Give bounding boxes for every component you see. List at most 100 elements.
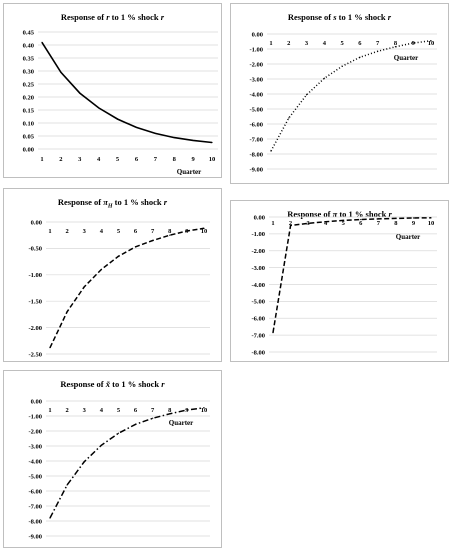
- data-point: [211, 141, 213, 144]
- data-point: [341, 65, 343, 67]
- chart-title: Response of x̃ to 1 % shock r: [60, 379, 165, 389]
- y-tick-label: -8.00: [28, 518, 42, 525]
- chart-svg: 0.00 -1.00 -2.00 -3.00 -4.00 -5.00 -6.00 -7.00 -…: [28, 398, 210, 540]
- y-tick-label: 0.05: [23, 133, 35, 140]
- x-tick-label: 2: [59, 156, 62, 163]
- data-point: [79, 92, 81, 94]
- chart-panel-pi: Response of π to 1 % shock r 0.00 -1.00 -2…: [230, 200, 449, 362]
- data-point: [323, 77, 325, 79]
- x-tick-label: 1: [48, 407, 51, 414]
- x-tick-label: 5: [116, 156, 120, 163]
- x-axis-label: Quarter: [177, 168, 202, 176]
- x-tick-label: 1: [271, 220, 274, 227]
- y-tick-label: -6.00: [251, 316, 265, 323]
- data-point: [49, 517, 51, 519]
- x-tick-label: 8: [394, 40, 398, 47]
- data-point: [173, 136, 175, 139]
- y-tick-label: 0.25: [23, 81, 35, 88]
- x-tick-label: 1: [40, 156, 43, 163]
- x-axis-label: Quarter: [396, 233, 421, 241]
- x-tick-label: 5: [117, 228, 121, 235]
- y-tick-label: -5.00: [249, 106, 263, 113]
- x-tick-label: 3: [83, 228, 87, 235]
- x-tick-label: 7: [377, 220, 381, 227]
- data-point: [288, 117, 290, 119]
- data-point: [116, 118, 119, 120]
- data-point: [377, 50, 379, 52]
- y-tick-label: -0.50: [28, 246, 42, 253]
- series-line: [270, 40, 432, 152]
- series-line: [41, 41, 213, 144]
- x-tick-label: 10: [201, 228, 208, 235]
- data-point: [203, 407, 205, 409]
- data-point: [430, 217, 432, 219]
- y-tick-label: 0.35: [23, 55, 35, 62]
- y-tick-label: 0.00: [23, 146, 34, 153]
- y-tick-label: 0.15: [23, 107, 35, 114]
- data-point: [100, 268, 102, 271]
- data-point: [360, 218, 362, 221]
- data-point: [186, 230, 188, 232]
- chart-svg: 0.00 -1.00 -2.00 -3.00 -4.00 -5.00 -6.00 -7.00 -…: [249, 31, 437, 173]
- data-point: [83, 461, 85, 463]
- chart-panel-x-tilde: Response of x̃ to 1 % shock r 0.00 -1.00 -…: [3, 370, 222, 548]
- data-point: [83, 286, 85, 288]
- x-tick-label: 6: [359, 220, 363, 227]
- data-point: [342, 219, 344, 221]
- data-point: [134, 246, 137, 248]
- x-tick-label: 5: [342, 220, 346, 227]
- data-point: [394, 46, 397, 48]
- x-tick-label: 8: [168, 407, 172, 414]
- y-tick-label: -1.00: [251, 231, 265, 238]
- y-tick-label: -7.00: [249, 136, 263, 143]
- y-tick-label: -1.00: [249, 46, 263, 53]
- x-tick-label: 8: [173, 156, 177, 163]
- chart-title: Response of π to 1 % shock r: [287, 209, 392, 219]
- x-tick-label: 8: [394, 220, 398, 227]
- data-point: [289, 224, 292, 227]
- data-point: [305, 94, 308, 96]
- x-tick-label: 1: [269, 40, 272, 47]
- x-tick-label: 4: [100, 407, 104, 414]
- data-point: [192, 139, 194, 142]
- y-tick-label: -2.00: [249, 61, 263, 68]
- data-point: [154, 132, 156, 134]
- y-tick-label: -4.00: [251, 282, 265, 289]
- data-point: [359, 56, 361, 58]
- chart-svg: 0.00 -1.00 -2.00 -3.00 -4.00 -5.00 -6.00 -7.00 -…: [251, 214, 437, 356]
- chart-panel-pi-h: Response of πH to 1 % shock r 0.00 -0.50 -…: [3, 188, 222, 362]
- data-point: [412, 42, 414, 44]
- y-tick-label: -1.50: [28, 299, 42, 306]
- y-tick-label: 0.00: [31, 398, 42, 405]
- data-point: [134, 423, 137, 425]
- chart-svg: 0.00-0.50-1.00-1.50-2.00-2.5012345678910: [28, 219, 210, 358]
- series-line: [49, 407, 205, 519]
- data-point: [152, 417, 154, 419]
- y-tick-label: 0.30: [23, 68, 34, 75]
- chart-title: Response of s to 1 % shock r: [287, 12, 392, 22]
- y-tick-label: 0.45: [23, 29, 35, 36]
- x-tick-label: 8: [168, 228, 172, 235]
- data-point: [203, 227, 205, 229]
- x-tick-label: 4: [97, 156, 101, 163]
- y-tick-label: -7.00: [28, 503, 42, 510]
- chart-title: Response of r to 1 % shock r: [60, 12, 165, 22]
- x-tick-label: 10: [201, 407, 208, 414]
- x-tick-label: 5: [340, 40, 344, 47]
- y-tick-label: -2.00: [28, 428, 42, 435]
- x-tick-label: 10: [428, 40, 435, 47]
- x-tick-label: 2: [65, 407, 68, 414]
- x-tick-label: 4: [324, 220, 328, 227]
- data-point: [395, 217, 397, 219]
- x-tick-label: 9: [412, 40, 416, 47]
- x-tick-label: 7: [376, 40, 380, 47]
- data-point: [66, 311, 68, 313]
- chart-panel-s: Response of s to 1 % shock r 0.00 -1.00 -2…: [230, 3, 449, 184]
- data-point: [135, 126, 138, 129]
- x-tick-label: 2: [65, 228, 68, 235]
- x-tick-label: 6: [135, 156, 139, 163]
- y-tick-label: -4.00: [249, 91, 263, 98]
- data-point: [100, 444, 102, 446]
- data-point: [169, 413, 171, 415]
- y-tick-label: 0.10: [23, 120, 34, 127]
